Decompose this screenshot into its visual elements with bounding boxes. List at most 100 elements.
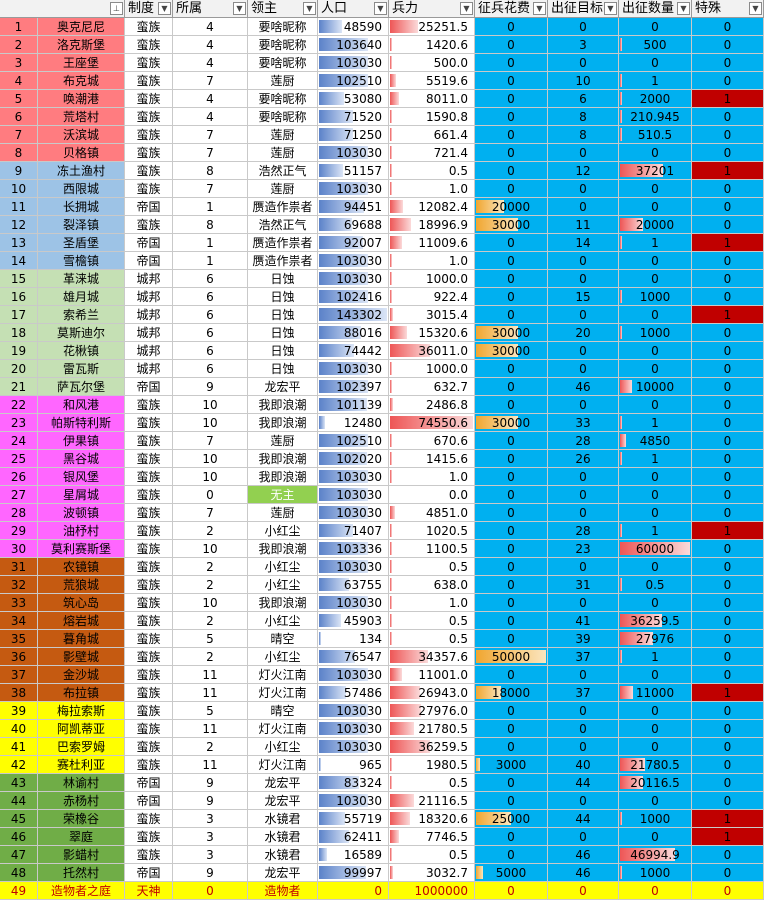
cell-no[interactable]: 42 [0,756,38,774]
cell-belong[interactable]: 6 [173,324,248,342]
cell-belong[interactable]: 11 [173,666,248,684]
cell-no[interactable]: 24 [0,432,38,450]
cell-target[interactable]: 44 [548,774,619,792]
cell-pop[interactable]: 103030 [318,738,389,756]
cell-special[interactable]: 0 [692,594,764,612]
cell-system[interactable]: 城邦 [125,270,173,288]
cell-target[interactable]: 0 [548,738,619,756]
cell-target[interactable]: 12 [548,162,619,180]
cell-lord[interactable]: 日蚀 [248,288,318,306]
cell-belong[interactable]: 6 [173,306,248,324]
cell-target[interactable]: 0 [548,792,619,810]
cell-name[interactable]: 冻土渔村 [38,162,125,180]
cell-no[interactable]: 14 [0,252,38,270]
cell-troops[interactable]: 34357.6 [389,648,475,666]
cell-target[interactable]: 0 [548,468,619,486]
cell-no[interactable]: 30 [0,540,38,558]
cell-system[interactable]: 蛮族 [125,504,173,522]
cell-no[interactable]: 1 [0,18,38,36]
header-no[interactable]: ⊥ [0,0,125,18]
cell-target[interactable]: 28 [548,522,619,540]
cell-recruit[interactable]: 0 [475,612,548,630]
dropdown-filter-icon[interactable]: ▼ [460,2,473,15]
cell-count[interactable]: 37201 [619,162,692,180]
cell-recruit[interactable]: 0 [475,666,548,684]
cell-special[interactable]: 0 [692,720,764,738]
cell-system[interactable]: 蛮族 [125,54,173,72]
cell-no[interactable]: 22 [0,396,38,414]
cell-special[interactable]: 0 [692,108,764,126]
cell-name[interactable]: 王座堡 [38,54,125,72]
cell-troops[interactable]: 8011.0 [389,90,475,108]
cell-special[interactable]: 0 [692,648,764,666]
cell-system[interactable]: 蛮族 [125,414,173,432]
cell-belong[interactable]: 4 [173,108,248,126]
cell-no[interactable]: 43 [0,774,38,792]
cell-count[interactable]: 36259.5 [619,612,692,630]
cell-recruit[interactable]: 0 [475,252,548,270]
cell-lord[interactable]: 我即浪潮 [248,450,318,468]
cell-count[interactable]: 1000 [619,324,692,342]
cell-system[interactable]: 蛮族 [125,180,173,198]
cell-troops[interactable]: 36011.0 [389,342,475,360]
cell-special[interactable]: 0 [692,288,764,306]
cell-target[interactable]: 20 [548,324,619,342]
cell-target[interactable]: 14 [548,234,619,252]
cell-special[interactable]: 0 [692,198,764,216]
cell-recruit[interactable]: 0 [475,54,548,72]
cell-system[interactable]: 蛮族 [125,486,173,504]
cell-troops[interactable]: 0.5 [389,630,475,648]
cell-name[interactable]: 花楸镇 [38,342,125,360]
cell-name[interactable]: 油杼村 [38,522,125,540]
cell-belong[interactable]: 9 [173,864,248,882]
cell-target[interactable]: 0 [548,702,619,720]
cell-belong[interactable]: 10 [173,594,248,612]
cell-recruit[interactable]: 5000 [475,864,548,882]
cell-no[interactable]: 27 [0,486,38,504]
cell-recruit[interactable]: 0 [475,126,548,144]
cell-recruit[interactable]: 0 [475,486,548,504]
cell-lord[interactable]: 小红尘 [248,648,318,666]
cell-target[interactable]: 8 [548,108,619,126]
cell-name[interactable]: 影壁城 [38,648,125,666]
cell-pop[interactable]: 71407 [318,522,389,540]
cell-system[interactable]: 城邦 [125,342,173,360]
dropdown-filter-icon[interactable]: ▼ [677,2,690,15]
cell-target[interactable]: 28 [548,432,619,450]
cell-no[interactable]: 25 [0,450,38,468]
cell-pop[interactable]: 103030 [318,720,389,738]
cell-pop[interactable]: 76547 [318,648,389,666]
cell-special[interactable]: 0 [692,630,764,648]
cell-name[interactable]: 裂泽镇 [38,216,125,234]
cell-target[interactable]: 0 [548,360,619,378]
cell-lord[interactable]: 日蚀 [248,342,318,360]
cell-pop[interactable]: 103030 [318,360,389,378]
cell-system[interactable]: 蛮族 [125,522,173,540]
cell-name[interactable]: 布拉镇 [38,684,125,702]
cell-belong[interactable]: 1 [173,252,248,270]
cell-name[interactable]: 农镜镇 [38,558,125,576]
cell-recruit[interactable]: 30000 [475,414,548,432]
cell-target[interactable]: 0 [548,54,619,72]
cell-troops[interactable]: 1000.0 [389,270,475,288]
cell-special[interactable]: 0 [692,54,764,72]
cell-system[interactable]: 蛮族 [125,90,173,108]
cell-pop[interactable]: 103030 [318,486,389,504]
cell-count[interactable]: 0 [619,504,692,522]
cell-belong[interactable]: 0 [173,486,248,504]
cell-count[interactable]: 0 [619,342,692,360]
cell-system[interactable]: 帝国 [125,864,173,882]
cell-name[interactable]: 萨瓦尔堡 [38,378,125,396]
cell-belong[interactable]: 4 [173,54,248,72]
cell-no[interactable]: 36 [0,648,38,666]
cell-lord[interactable]: 莲厨 [248,504,318,522]
dropdown-filter-icon[interactable]: ▼ [233,2,246,15]
cell-recruit[interactable]: 0 [475,432,548,450]
dropdown-filter-icon[interactable]: ▼ [374,2,387,15]
cell-pop[interactable]: 103030 [318,558,389,576]
cell-troops[interactable]: 1590.8 [389,108,475,126]
cell-no[interactable]: 33 [0,594,38,612]
cell-pop[interactable]: 57486 [318,684,389,702]
cell-no[interactable]: 16 [0,288,38,306]
cell-lord[interactable]: 无主 [248,486,318,504]
